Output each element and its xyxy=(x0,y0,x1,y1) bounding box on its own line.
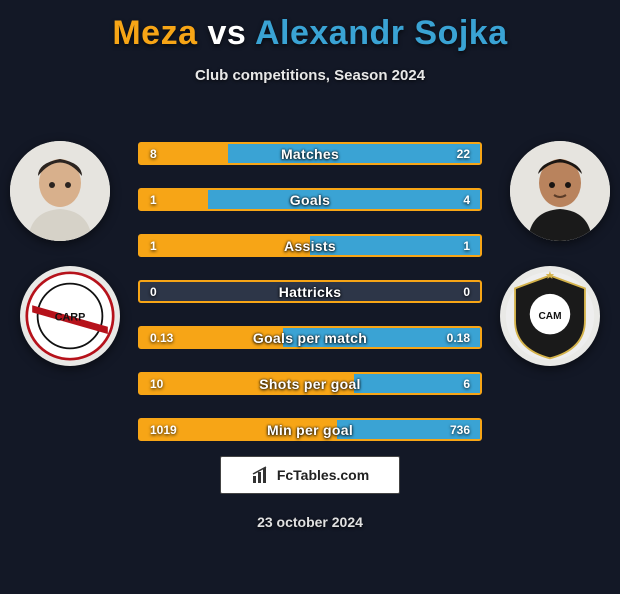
stat-label: Hattricks xyxy=(140,284,480,300)
crest-icon: ★ CAM xyxy=(504,270,596,362)
crest-icon: CARP xyxy=(25,271,115,361)
stat-row: 11Assists xyxy=(138,234,482,257)
stat-label: Matches xyxy=(140,146,480,162)
source-badge: FcTables.com xyxy=(220,456,400,494)
stat-row: 0.130.18Goals per match xyxy=(138,326,482,349)
stat-label: Goals xyxy=(140,192,480,208)
player1-avatar xyxy=(10,141,110,241)
stat-bars: 822Matches 14Goals 11Assists 00Hattricks 0.1… xyxy=(138,142,482,441)
subtitle: Club competitions, Season 2024 xyxy=(0,67,620,84)
stat-label: Goals per match xyxy=(140,330,480,346)
stat-label: Min per goal xyxy=(140,422,480,438)
avatar-placeholder-icon xyxy=(510,141,610,241)
player1-club-crest: CARP xyxy=(20,266,120,366)
stat-row: 106Shots per goal xyxy=(138,372,482,395)
comparison-title: Meza vs Alexandr Sojka xyxy=(0,14,620,53)
stat-label: Assists xyxy=(140,238,480,254)
avatar-placeholder-icon xyxy=(10,141,110,241)
player1-name: Meza xyxy=(112,14,197,52)
stat-label: Shots per goal xyxy=(140,376,480,392)
crest-right-text: CAM xyxy=(538,311,561,322)
stat-row: 1019736Min per goal xyxy=(138,418,482,441)
generated-date: 23 october 2024 xyxy=(0,514,620,530)
player2-name: Alexandr Sojka xyxy=(255,14,508,52)
player2-club-crest: ★ CAM xyxy=(500,266,600,366)
source-brand: FcTables.com xyxy=(277,467,369,483)
svg-text:★: ★ xyxy=(545,270,555,282)
stat-row: 00Hattricks xyxy=(138,280,482,303)
bars-logo-icon xyxy=(251,465,271,485)
stat-row: 14Goals xyxy=(138,188,482,211)
crest-left-text: CARP xyxy=(55,312,86,324)
stat-row: 822Matches xyxy=(138,142,482,165)
vs-separator: vs xyxy=(207,14,246,52)
player2-avatar xyxy=(510,141,610,241)
